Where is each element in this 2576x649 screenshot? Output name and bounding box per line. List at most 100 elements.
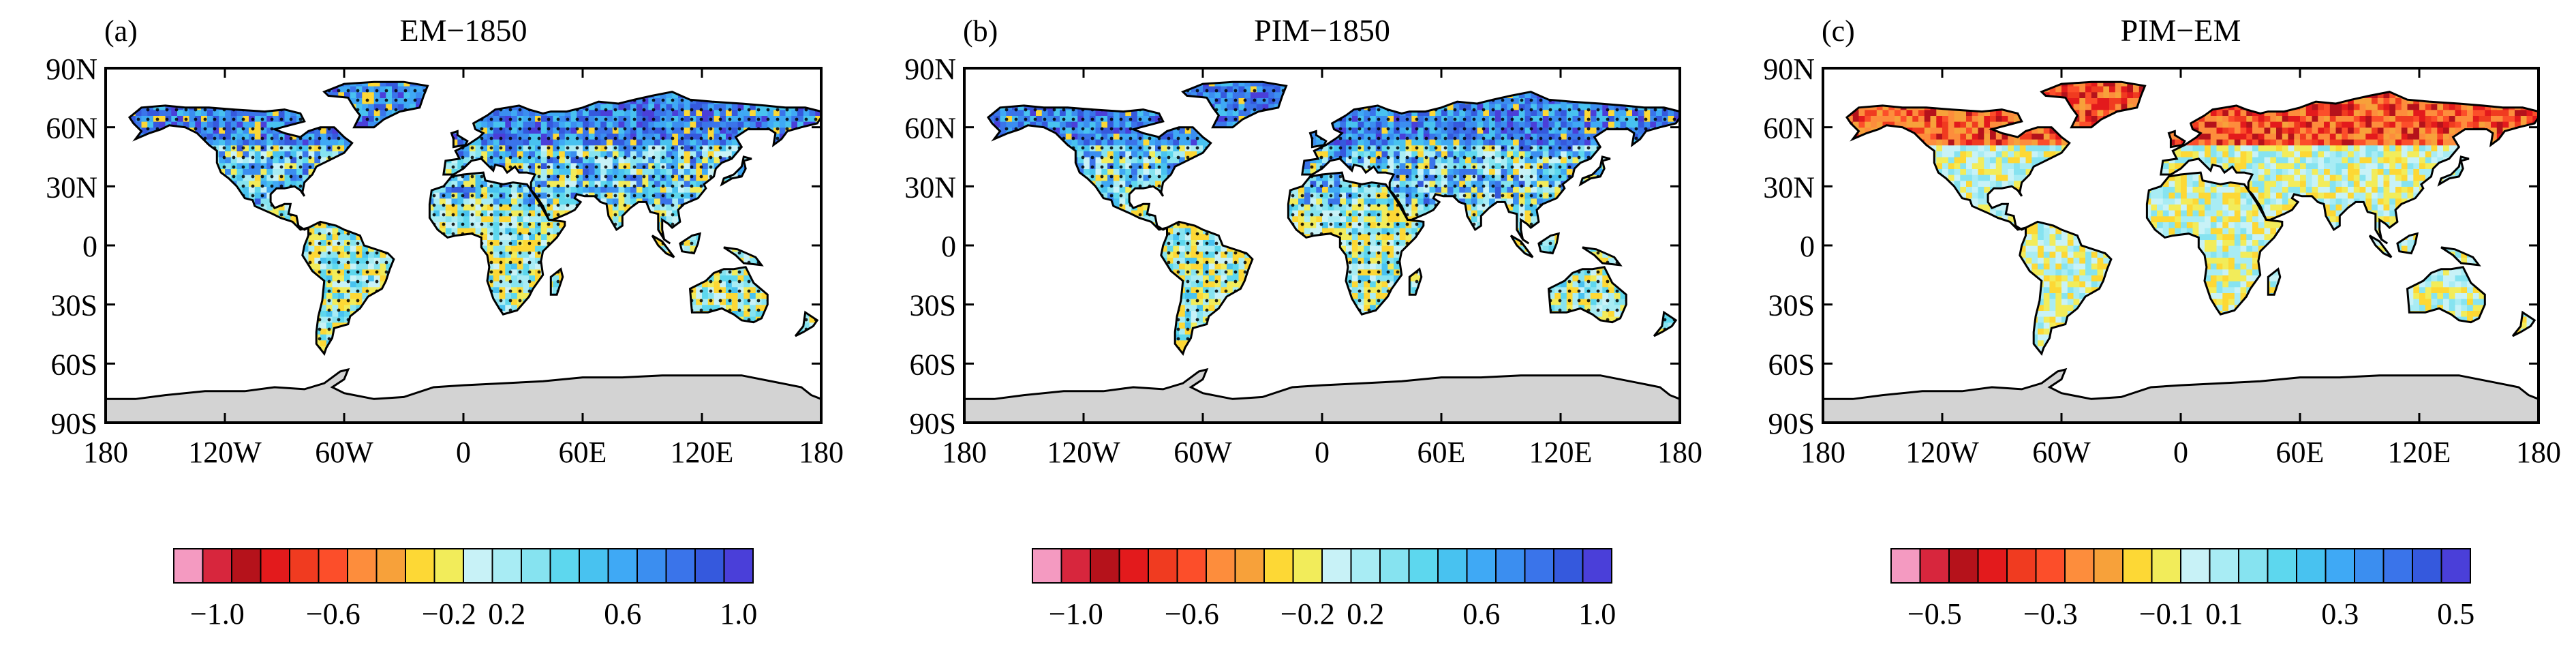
colorbar-tick-label: −1.0 [190, 597, 245, 631]
colorbar-swatch [1032, 548, 1062, 584]
colorbar-swatch [173, 548, 204, 584]
colorbar-swatch [1321, 548, 1352, 584]
colorbar-swatch [579, 548, 609, 584]
lon-label: 60W [1174, 436, 1232, 469]
panel-label: (a) [104, 14, 138, 48]
coastline-japan [720, 155, 752, 187]
antarctica [1822, 367, 2540, 424]
colorbar-swatch [405, 548, 435, 584]
map-field [129, 82, 821, 354]
lat-label: 30S [51, 289, 97, 322]
colorbar-swatch [1090, 548, 1120, 584]
lat-label: 90S [1768, 407, 1815, 440]
colorbar-swatch [1234, 548, 1265, 584]
lon-label: 180 [1657, 436, 1702, 469]
coastline-northAmerica [1845, 104, 2071, 231]
colorbar-swatch [2238, 548, 2269, 584]
lon-label: 120E [2388, 436, 2451, 469]
lat-label: 60N [46, 112, 97, 145]
lon-label: 120W [188, 436, 262, 469]
colorbar-swatch [1148, 548, 1178, 584]
lat-label: 30S [910, 289, 956, 322]
colorbar-swatch [289, 548, 320, 584]
colorbar-swatch [2296, 548, 2327, 584]
colorbar-swatch [723, 548, 754, 584]
lon-label: 60E [2276, 436, 2325, 469]
lon-label: 180 [2516, 436, 2561, 469]
coastline-greenland [322, 80, 429, 129]
panel-title: PIM−1850 [1254, 13, 1390, 48]
lon-label: 180 [83, 436, 128, 469]
coastline-eurasia [442, 91, 823, 245]
coastline-southAmerica [301, 220, 395, 356]
colorbar-tick-label: 0.2 [1347, 597, 1384, 631]
colorbar-swatch [202, 548, 232, 584]
coastline-africa [428, 171, 566, 316]
colorbar-swatch [694, 548, 725, 584]
colorbar-swatch [1350, 548, 1381, 584]
colorbar-swatch [1466, 548, 1497, 584]
lon-label: 120E [1529, 436, 1593, 469]
coastline-eurasia [2160, 91, 2540, 245]
colorbar-tick-label: −0.3 [2023, 597, 2078, 631]
lat-label: 60N [1763, 112, 1815, 145]
panel-label: (c) [1822, 14, 1855, 48]
colorbar-tick-label: 0.6 [1462, 597, 1500, 631]
coastline-southAmerica [1160, 220, 1254, 356]
colorbar-swatch [549, 548, 580, 584]
colorbar-swatch [1977, 548, 2008, 584]
colorbar-swatch [1553, 548, 1584, 584]
panel-title: EM−1850 [400, 13, 527, 48]
colorbar-swatch [1118, 548, 1149, 584]
lon-label: 60W [2032, 436, 2091, 469]
coastline-madagascar [2267, 267, 2282, 296]
colorbar-swatch [1890, 548, 1921, 584]
coastline-australia [688, 266, 769, 324]
coastline-australia [1547, 266, 1627, 324]
coastline-greenland [2040, 80, 2147, 129]
colorbar-tick-label: −0.1 [2139, 597, 2194, 631]
coastline-japan [1578, 155, 1611, 187]
colorbar-swatch [665, 548, 696, 584]
colorbar-swatch [1292, 548, 1323, 584]
lat-label: 60S [51, 348, 97, 381]
colorbar-swatch [1524, 548, 1554, 584]
colorbar-swatch [433, 548, 464, 584]
lon-label: 120E [671, 436, 734, 469]
lon-label: 0 [2173, 436, 2188, 469]
coastline-japan [2437, 155, 2470, 187]
coastline-newGuinea [1582, 246, 1623, 267]
colorbar-tick-label: 1.0 [1578, 597, 1616, 631]
lat-label: 60N [904, 112, 956, 145]
coastline-eurasia [1301, 91, 1681, 245]
colorbar-swatch [2006, 548, 2037, 584]
coastline-africa [1287, 171, 1425, 316]
colorbar-swatch [347, 548, 378, 584]
colorbar-tick-label: −0.6 [306, 597, 361, 631]
coastline-northAmerica [986, 104, 1212, 231]
colorbar-swatch [2440, 548, 2471, 584]
colorbar-swatch [2267, 548, 2297, 584]
lat-label: 0 [82, 230, 97, 263]
colorbar-swatch [2035, 548, 2066, 584]
coastline-southAmerica [2019, 220, 2113, 356]
coastline-australia [2406, 266, 2486, 324]
colorbar-swatch [2180, 548, 2211, 584]
lon-label: 120W [1047, 436, 1120, 469]
lon-label: 180 [799, 436, 844, 469]
colorbar-tick-label: 0.5 [2437, 597, 2474, 631]
coastline-madagascar [1408, 267, 1423, 296]
colorbar: −1.0 −0.6 −0.2 0.2 0.6 1.0 [1032, 548, 1616, 631]
colorbar-swatch [1379, 548, 1410, 584]
lat-label: 90N [1763, 52, 1815, 86]
colorbar-tick-label: −0.5 [1907, 597, 1962, 631]
colorbar-swatch [260, 548, 290, 584]
colorbar-swatch [463, 548, 493, 584]
colorbar-swatch [637, 548, 667, 584]
colorbar-swatch [231, 548, 262, 584]
colorbar-swatch [2209, 548, 2239, 584]
lat-label: 90S [910, 407, 956, 440]
